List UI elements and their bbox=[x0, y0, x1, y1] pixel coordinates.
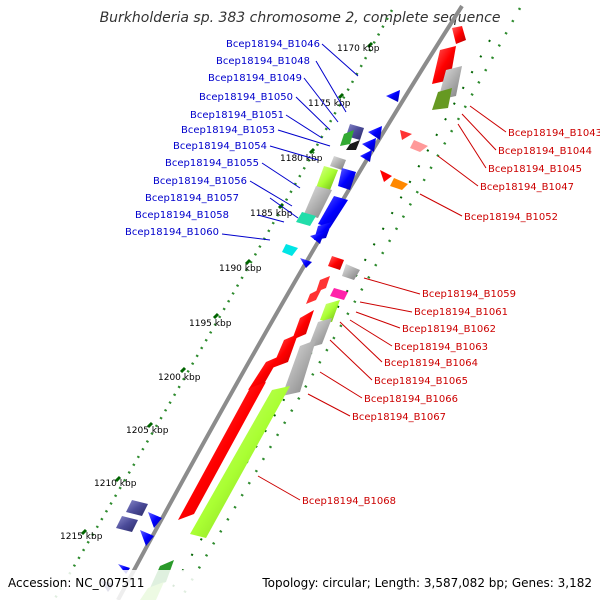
gene-B1052[interactable] bbox=[390, 178, 408, 190]
tick-label-1190: 1190 kbp bbox=[219, 264, 262, 274]
gene-B1057[interactable] bbox=[304, 186, 332, 218]
label-B1060[interactable]: Bcep18194_B1060 bbox=[125, 227, 219, 238]
gene-B1059[interactable] bbox=[342, 264, 360, 280]
tick-label-1170: 1170 kbp bbox=[337, 44, 380, 54]
gene-blue-arrow-1[interactable] bbox=[368, 126, 382, 140]
gene-blue-arrow-2[interactable] bbox=[362, 138, 376, 152]
left-labels: Bcep18194_B1046 Bcep18194_B1048 Bcep1819… bbox=[125, 39, 320, 238]
label-B1051[interactable]: Bcep18194_B1051 bbox=[190, 110, 284, 121]
gene-red-small[interactable] bbox=[380, 170, 392, 182]
footer-bg bbox=[0, 570, 600, 600]
label-B1048[interactable]: Bcep18194_B1048 bbox=[216, 56, 310, 67]
tick-label-1175: 1175 kbp bbox=[308, 99, 351, 109]
label-B1049[interactable]: Bcep18194_B1049 bbox=[208, 73, 302, 84]
gene-red-arrow-c[interactable] bbox=[248, 356, 280, 390]
gene-blue-top[interactable] bbox=[386, 90, 400, 102]
gene-B1047[interactable] bbox=[410, 140, 428, 152]
gene-blue-mid-2[interactable] bbox=[318, 196, 348, 228]
label-B1068[interactable]: Bcep18194_B1068 bbox=[302, 496, 396, 507]
label-B1059[interactable]: Bcep18194_B1059 bbox=[422, 289, 516, 300]
label-B1057[interactable]: Bcep18194_B1057 bbox=[145, 193, 239, 204]
tick-label-1205: 1205 kbp bbox=[126, 426, 169, 436]
gene-B1060[interactable] bbox=[282, 244, 298, 256]
tick-label-1210: 1210 kbp bbox=[94, 479, 137, 489]
label-B1047[interactable]: Bcep18194_B1047 bbox=[480, 182, 574, 193]
label-B1056[interactable]: Bcep18194_B1056 bbox=[153, 176, 247, 187]
label-B1043[interactable]: Bcep18194_B1043 bbox=[508, 128, 600, 139]
gene-B1061[interactable] bbox=[330, 288, 348, 300]
tick-label-1200: 1200 kbp bbox=[158, 373, 201, 383]
tick-label-1185: 1185 kbp bbox=[250, 209, 293, 219]
tick-label-1180: 1180 kbp bbox=[280, 154, 323, 164]
gene-B1066[interactable] bbox=[282, 340, 316, 396]
label-B1055[interactable]: Bcep18194_B1055 bbox=[165, 158, 259, 169]
label-B1067[interactable]: Bcep18194_B1067 bbox=[352, 412, 446, 423]
gene-blue-small[interactable] bbox=[300, 258, 312, 268]
gene-B1063[interactable] bbox=[292, 310, 314, 340]
gene-blue-arrow-5[interactable] bbox=[310, 232, 324, 244]
reverse-genes bbox=[100, 90, 400, 592]
label-B1045[interactable]: Bcep18194_B1045 bbox=[488, 164, 582, 175]
gene-blue-low-1[interactable] bbox=[148, 512, 162, 528]
gene-B1045[interactable] bbox=[432, 88, 452, 110]
map-title: Burkholderia sp. 383 chromosome 2, compl… bbox=[100, 10, 501, 26]
label-B1053[interactable]: Bcep18194_B1053 bbox=[181, 125, 275, 136]
topology-summary: Topology: circular; Length: 3,587,082 bp… bbox=[261, 576, 592, 590]
label-B1064[interactable]: Bcep18194_B1064 bbox=[384, 358, 478, 369]
label-B1066[interactable]: Bcep18194_B1066 bbox=[364, 394, 458, 405]
gene-B1056[interactable] bbox=[316, 166, 338, 190]
gene-red-arrow-a[interactable] bbox=[306, 288, 322, 304]
tick-label-1195: 1195 kbp bbox=[189, 319, 232, 329]
left-label-lines bbox=[221, 43, 359, 241]
gene-B1062[interactable] bbox=[320, 300, 340, 322]
label-B1052[interactable]: Bcep18194_B1052 bbox=[464, 212, 558, 223]
accession-text: Accession: NC_007511 bbox=[8, 576, 144, 590]
gene-blue-arrow-3[interactable] bbox=[360, 150, 372, 162]
gene-B1058[interactable] bbox=[296, 212, 316, 226]
label-B1046[interactable]: Bcep18194_B1046 bbox=[226, 39, 320, 50]
gene-red-arrow-b[interactable] bbox=[316, 276, 330, 292]
chromosome-backbone bbox=[116, 4, 464, 600]
label-B1044[interactable]: Bcep18194_B1044 bbox=[498, 146, 592, 157]
gene-B1055[interactable] bbox=[330, 156, 346, 170]
tick-label-1215: 1215 kbp bbox=[60, 532, 103, 542]
gene-B1065[interactable] bbox=[272, 334, 298, 368]
gene-navy-2[interactable] bbox=[116, 516, 138, 532]
gene-red-mid-1[interactable] bbox=[328, 256, 344, 270]
gene-B1068[interactable] bbox=[190, 386, 290, 538]
label-B1062[interactable]: Bcep18194_B1062 bbox=[402, 324, 496, 335]
label-B1058[interactable]: Bcep18194_B1058 bbox=[135, 210, 229, 221]
gene-B1047-arrow[interactable] bbox=[400, 130, 412, 140]
label-B1065[interactable]: Bcep18194_B1065 bbox=[374, 376, 468, 387]
gene-B1064[interactable] bbox=[308, 318, 332, 348]
gene-top-red-1[interactable] bbox=[452, 26, 466, 44]
gene-B1054[interactable] bbox=[346, 140, 360, 150]
right-labels: Bcep18194_B1043 Bcep18194_B1044 Bcep1819… bbox=[302, 128, 600, 507]
gene-blue-low-2[interactable] bbox=[140, 530, 154, 546]
label-B1063[interactable]: Bcep18194_B1063 bbox=[394, 342, 488, 353]
gene-navy-1[interactable] bbox=[126, 500, 148, 516]
gene-B1067[interactable] bbox=[178, 382, 266, 520]
label-B1054[interactable]: Bcep18194_B1054 bbox=[173, 141, 267, 152]
gene-B1053[interactable] bbox=[340, 130, 354, 146]
gene-blue-mid-1[interactable] bbox=[338, 168, 356, 190]
label-B1050[interactable]: Bcep18194_B1050 bbox=[199, 92, 293, 103]
right-label-lines bbox=[257, 105, 507, 501]
label-B1061[interactable]: Bcep18194_B1061 bbox=[414, 307, 508, 318]
